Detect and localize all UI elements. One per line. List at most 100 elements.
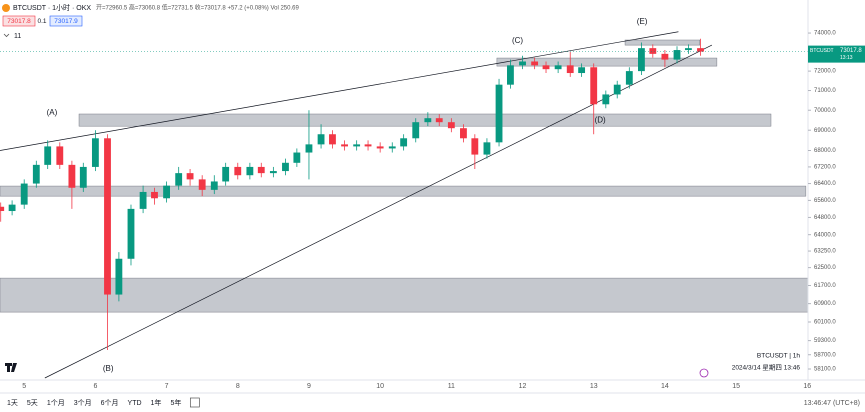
range-button[interactable]: 3个月 bbox=[74, 399, 92, 407]
x-tick-label: 5 bbox=[22, 383, 26, 390]
price-zone bbox=[0, 277, 809, 313]
y-tick-label: 64800.0 bbox=[814, 215, 836, 221]
x-tick-label: 11 bbox=[448, 383, 455, 390]
candle-body bbox=[697, 48, 704, 52]
candle-body bbox=[257, 166, 265, 174]
candle-body bbox=[341, 144, 348, 147]
candle-body bbox=[637, 48, 645, 72]
x-tick-label: 9 bbox=[307, 383, 311, 390]
candle-body bbox=[519, 61, 526, 66]
y-tick-label: 65600.0 bbox=[814, 198, 836, 204]
candle-body bbox=[507, 65, 514, 85]
candle-body bbox=[234, 166, 242, 176]
range-button[interactable]: 1年 bbox=[151, 398, 162, 407]
candle-body bbox=[542, 65, 550, 70]
candle-body bbox=[246, 166, 254, 176]
y-tick-label: 60100.0 bbox=[814, 320, 836, 326]
candle-body bbox=[388, 146, 396, 149]
candle-body bbox=[127, 208, 135, 259]
y-tick-label: 61700.0 bbox=[814, 283, 836, 289]
x-tick-label: 15 bbox=[732, 383, 740, 390]
x-tick-label: 12 bbox=[519, 383, 527, 390]
candle-body bbox=[91, 138, 99, 167]
candle-body bbox=[483, 142, 491, 155]
candle-body bbox=[115, 258, 123, 295]
candle-body bbox=[590, 67, 598, 105]
candle-body bbox=[329, 134, 336, 145]
y-tick-label: 72000.0 bbox=[814, 69, 836, 75]
x-tick-label: 8 bbox=[236, 383, 240, 390]
candle-body bbox=[602, 94, 610, 105]
y-tick-label: 62500.0 bbox=[814, 265, 836, 271]
sell-price[interactable]: 73017.8 bbox=[7, 18, 31, 25]
annotation: (B) bbox=[103, 364, 114, 373]
y-tick-label: 63250.0 bbox=[814, 249, 836, 255]
x-tick-label: 6 bbox=[93, 383, 97, 390]
candle-body bbox=[400, 138, 408, 147]
y-tick-label: 64000.0 bbox=[814, 232, 836, 238]
candle-body bbox=[32, 164, 40, 184]
candle-body bbox=[578, 67, 586, 74]
trend-line bbox=[0, 31, 679, 151]
range-button[interactable]: 6个月 bbox=[101, 399, 119, 407]
y-tick-label: 66400.0 bbox=[814, 181, 836, 187]
candle-body bbox=[68, 164, 76, 188]
candle-body bbox=[139, 191, 147, 209]
candle-body bbox=[364, 144, 372, 147]
candle-body bbox=[56, 146, 64, 165]
x-tick-label: 10 bbox=[376, 383, 384, 390]
y-tick-label: 59300.0 bbox=[814, 338, 836, 344]
candle-body bbox=[495, 84, 503, 143]
candle-body bbox=[684, 48, 692, 51]
range-button[interactable]: 5年 bbox=[170, 398, 181, 407]
indicator-count[interactable]: 11 bbox=[14, 33, 21, 40]
annotation: (D) bbox=[595, 115, 606, 124]
candle-body bbox=[435, 118, 443, 123]
plot: (A) (B) (C) (D) (E) bbox=[0, 17, 809, 379]
y-tick-label: 58700.0 bbox=[814, 352, 836, 358]
range-button[interactable]: 1天 bbox=[7, 399, 18, 407]
price-zone bbox=[496, 57, 718, 67]
candle-body bbox=[104, 138, 111, 295]
candle-body bbox=[20, 183, 28, 205]
candle-body bbox=[376, 146, 384, 149]
date-picker[interactable] bbox=[189, 397, 200, 408]
price-zone bbox=[624, 39, 701, 46]
x-tick-label: 13 bbox=[590, 383, 598, 390]
toolbar: 1天 5天 1个月 3个月 6个月 YTD 1年 5年 bbox=[7, 397, 200, 408]
symbol-icon bbox=[2, 4, 10, 12]
watermark-date: 2024/3/14 星期四 13:46 bbox=[732, 364, 801, 372]
candle-body bbox=[222, 166, 230, 182]
y-tick-label: 68000.0 bbox=[814, 148, 836, 154]
candle-body bbox=[554, 65, 562, 70]
candle-body bbox=[79, 166, 87, 188]
candle-body bbox=[661, 53, 669, 60]
ohlc-line: 开=72960.5 高=73060.8 低=72731.5 收=73017.8 … bbox=[96, 4, 299, 12]
range-button[interactable]: YTD bbox=[128, 400, 142, 407]
candle-body bbox=[471, 138, 479, 155]
candle-body bbox=[293, 152, 301, 163]
annotation: (E) bbox=[637, 17, 648, 26]
candle-body bbox=[531, 61, 539, 66]
range-button[interactable]: 1个月 bbox=[47, 399, 65, 407]
candle-body bbox=[673, 50, 681, 60]
buy-price[interactable]: 73017.9 bbox=[54, 18, 78, 25]
clock: 13:46:47 (UTC+8) bbox=[804, 400, 860, 407]
sell-box[interactable] bbox=[2, 15, 36, 27]
x-tick-label: 14 bbox=[661, 383, 669, 390]
symbol-line[interactable]: BTCUSDT · 1小时 · OKX bbox=[13, 3, 91, 12]
candle-body bbox=[412, 122, 420, 139]
y-tick-label: 67200.0 bbox=[814, 165, 836, 171]
range-button[interactable]: 5天 bbox=[27, 399, 38, 407]
buy-box[interactable] bbox=[49, 15, 83, 27]
candle-body bbox=[198, 179, 206, 190]
collapse-icon[interactable] bbox=[3, 33, 10, 38]
event-icon[interactable] bbox=[699, 368, 709, 378]
last-price-time: 13:13 bbox=[840, 55, 853, 61]
candle-body bbox=[305, 144, 313, 153]
candle-body bbox=[317, 134, 325, 145]
candle-body bbox=[44, 146, 52, 165]
logo bbox=[5, 363, 17, 372]
